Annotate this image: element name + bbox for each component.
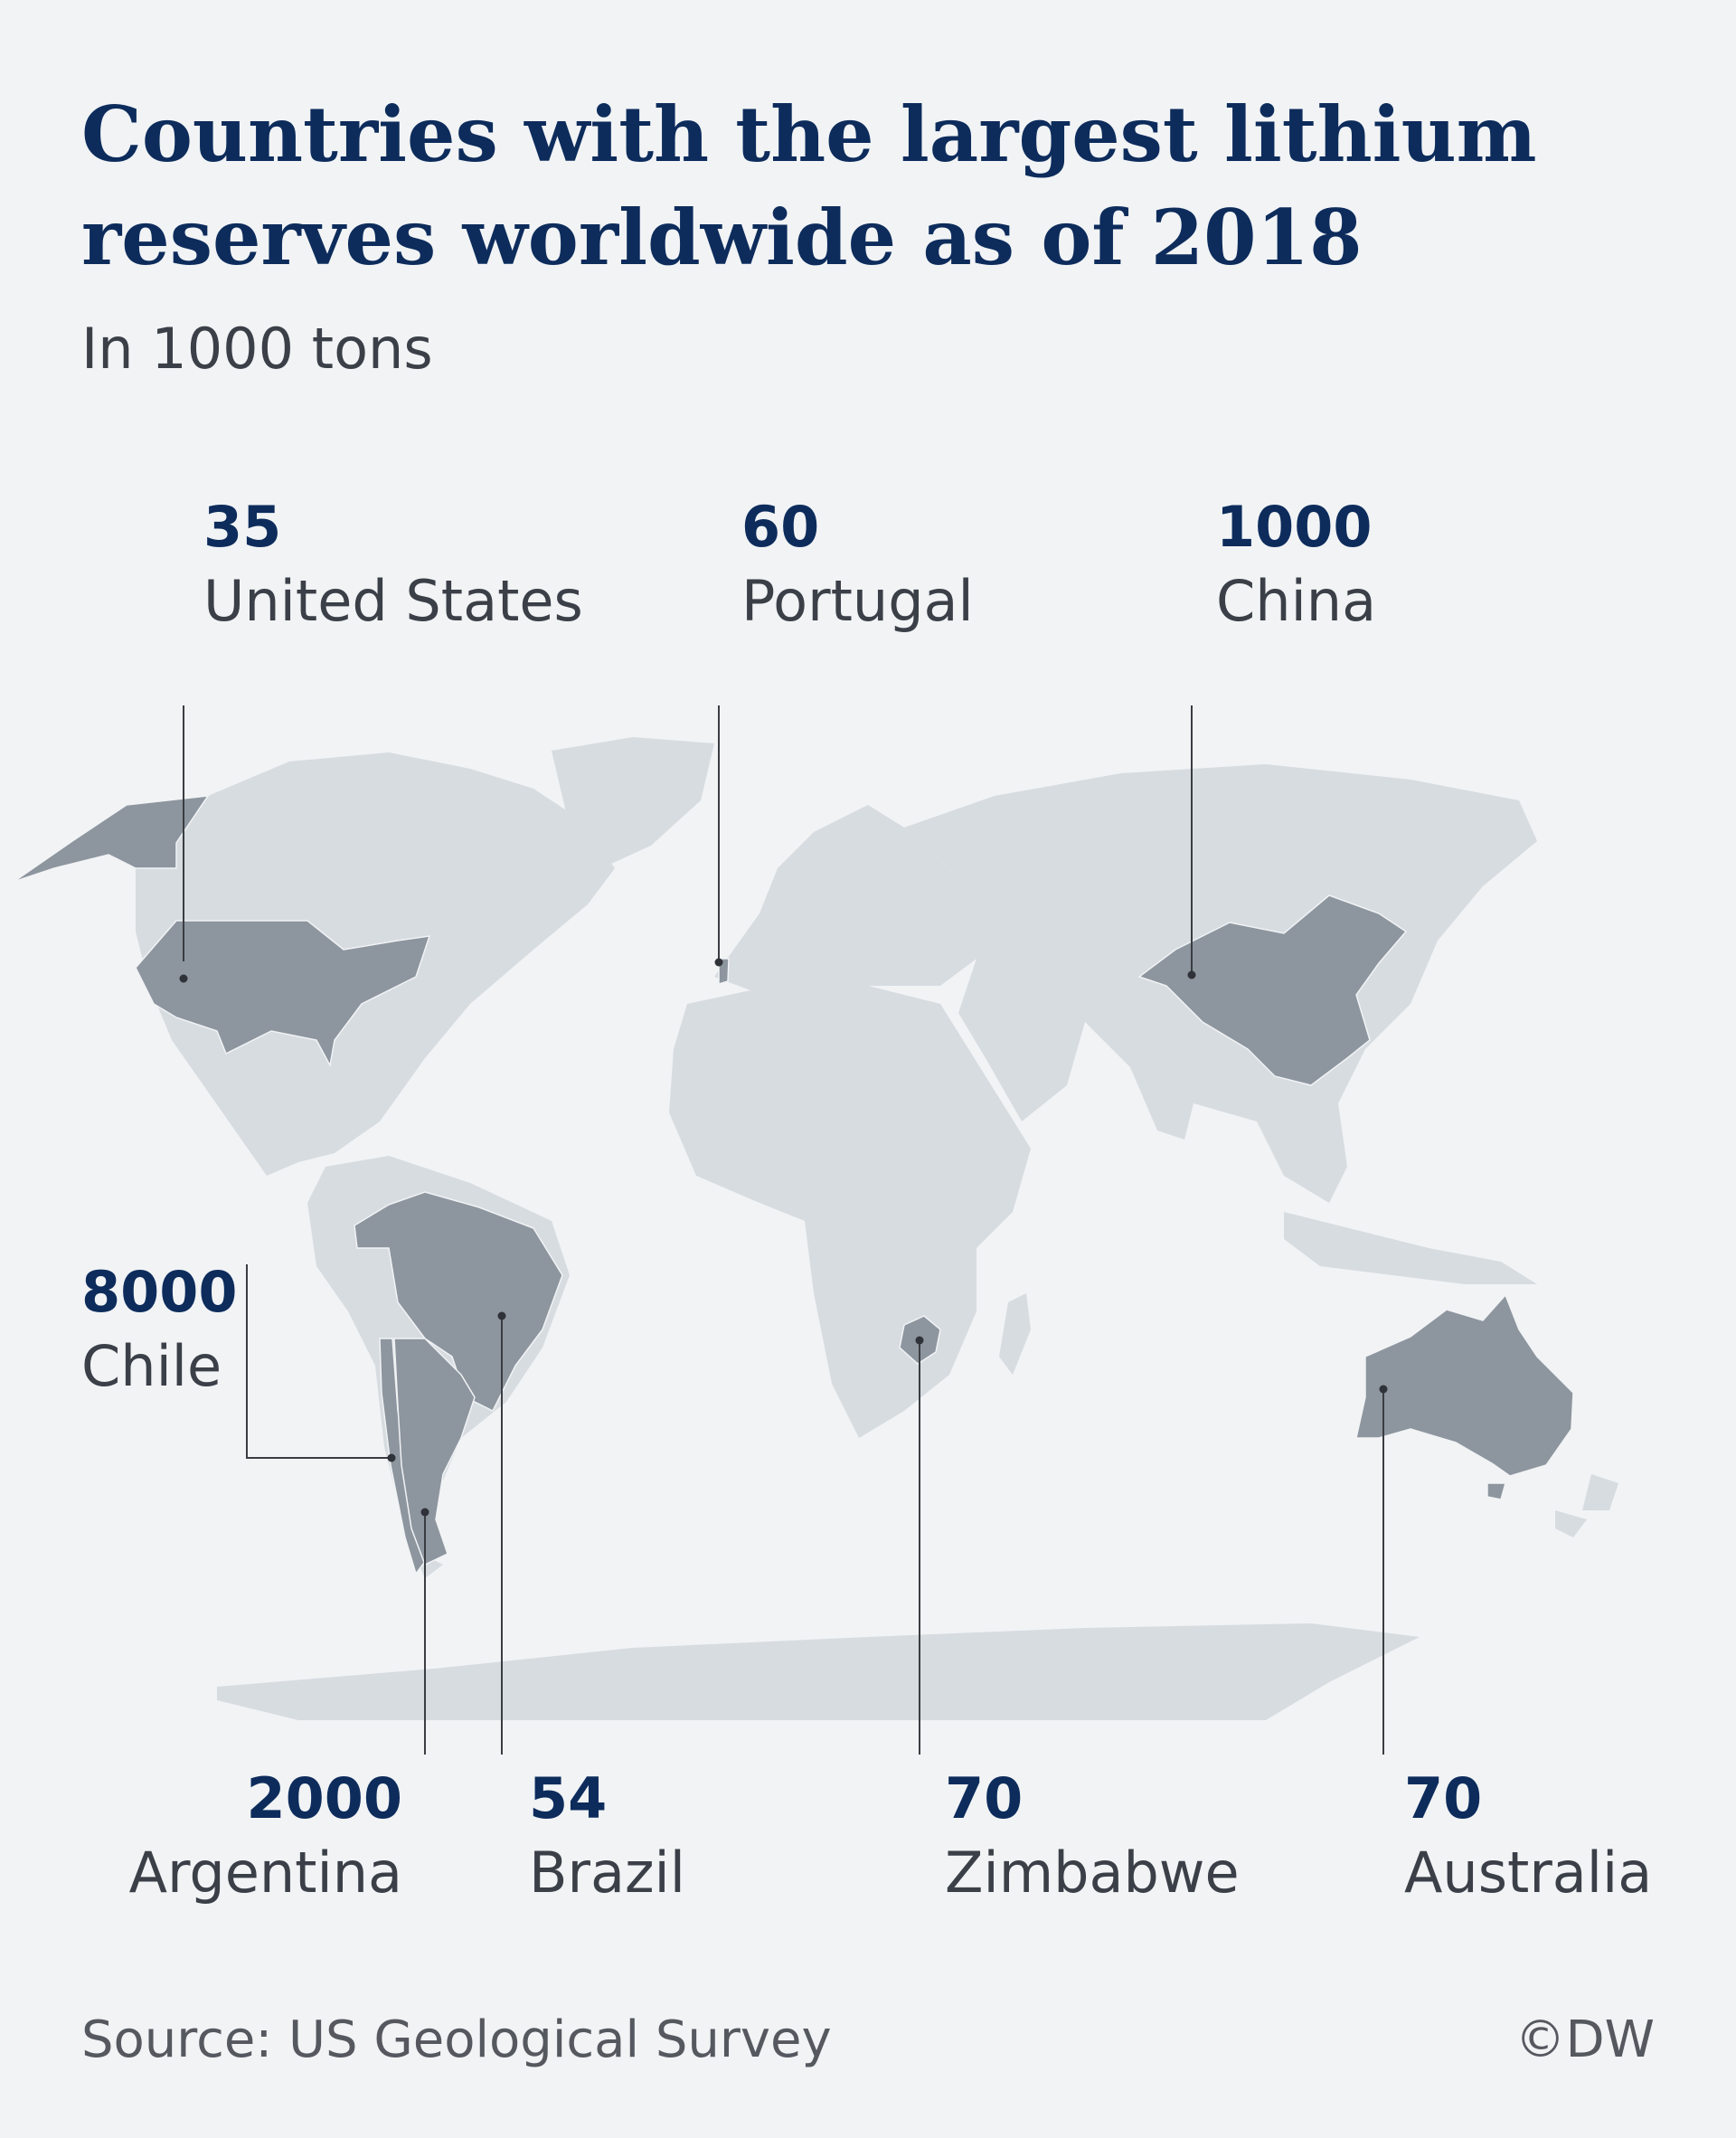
leader-dots: [179, 958, 1388, 1517]
highlighted-countries: [13, 795, 1574, 1575]
label-united-states: 35 United States: [203, 490, 583, 639]
dot-chile: [387, 1453, 396, 1462]
value-brazil: 54: [529, 1765, 608, 1831]
country-china: [1137, 894, 1408, 1086]
land-africa: [669, 986, 1031, 1438]
label-brazil: 54 Brazil: [529, 1762, 685, 1910]
value-portugal: 60: [741, 494, 820, 560]
source-note: Source: US Geological Survey: [81, 2010, 832, 2069]
chart-subtitle: In 1000 tons: [81, 316, 433, 382]
label-argentina: 2000 Argentina: [129, 1762, 402, 1910]
value-china: 1000: [1216, 494, 1373, 560]
name-australia: Australia: [1404, 1840, 1653, 1906]
country-alaska: [13, 795, 210, 883]
base-land: [14, 737, 1618, 1720]
name-brazil: Brazil: [529, 1840, 686, 1906]
land-antarctica: [217, 1623, 1420, 1720]
land-new-zealand: [1555, 1474, 1618, 1537]
value-united-states: 35: [203, 494, 282, 560]
value-chile: 8000: [81, 1259, 238, 1325]
label-zimbabwe: 70 Zimbabwe: [945, 1762, 1240, 1910]
dot-brazil: [497, 1311, 506, 1320]
dot-argentina: [420, 1508, 429, 1517]
dot-australia: [1379, 1385, 1388, 1394]
land-greenland: [552, 737, 714, 868]
dot-portugal: [714, 958, 723, 967]
land-europe: [714, 805, 976, 990]
name-portugal: Portugal: [741, 568, 974, 634]
land-madagascar: [999, 1293, 1031, 1375]
country-australia: [1355, 1293, 1574, 1477]
name-united-states: United States: [203, 568, 583, 634]
label-chile: 8000 Chile: [81, 1255, 238, 1404]
dot-zimbabwe: [915, 1336, 924, 1345]
chart-title: Countries with the largest lithium reser…: [81, 90, 1537, 282]
value-argentina: 2000: [246, 1765, 402, 1831]
country-united-states: [135, 920, 431, 1068]
country-brazil: [354, 1191, 563, 1413]
value-australia: 70: [1404, 1765, 1483, 1831]
name-argentina: Argentina: [128, 1840, 402, 1906]
label-portugal: 60 Portugal: [741, 490, 974, 639]
dot-us: [179, 974, 188, 983]
leader-lines: [183, 705, 1384, 1755]
country-argentina: [393, 1338, 476, 1566]
label-australia: 70 Australia: [1404, 1762, 1652, 1910]
value-zimbabwe: 70: [945, 1765, 1024, 1831]
leader-line-chile: [246, 1264, 392, 1459]
dot-china: [1187, 970, 1196, 979]
name-chile: Chile: [81, 1333, 222, 1399]
land-indonesia: [1284, 1212, 1537, 1284]
name-zimbabwe: Zimbabwe: [945, 1840, 1240, 1906]
name-china: China: [1216, 568, 1377, 634]
label-china: 1000 China: [1216, 490, 1376, 639]
country-tasmania: [1486, 1482, 1506, 1500]
world-map: [13, 705, 1618, 1755]
copyright-dw: ©DW: [1514, 2010, 1656, 2069]
